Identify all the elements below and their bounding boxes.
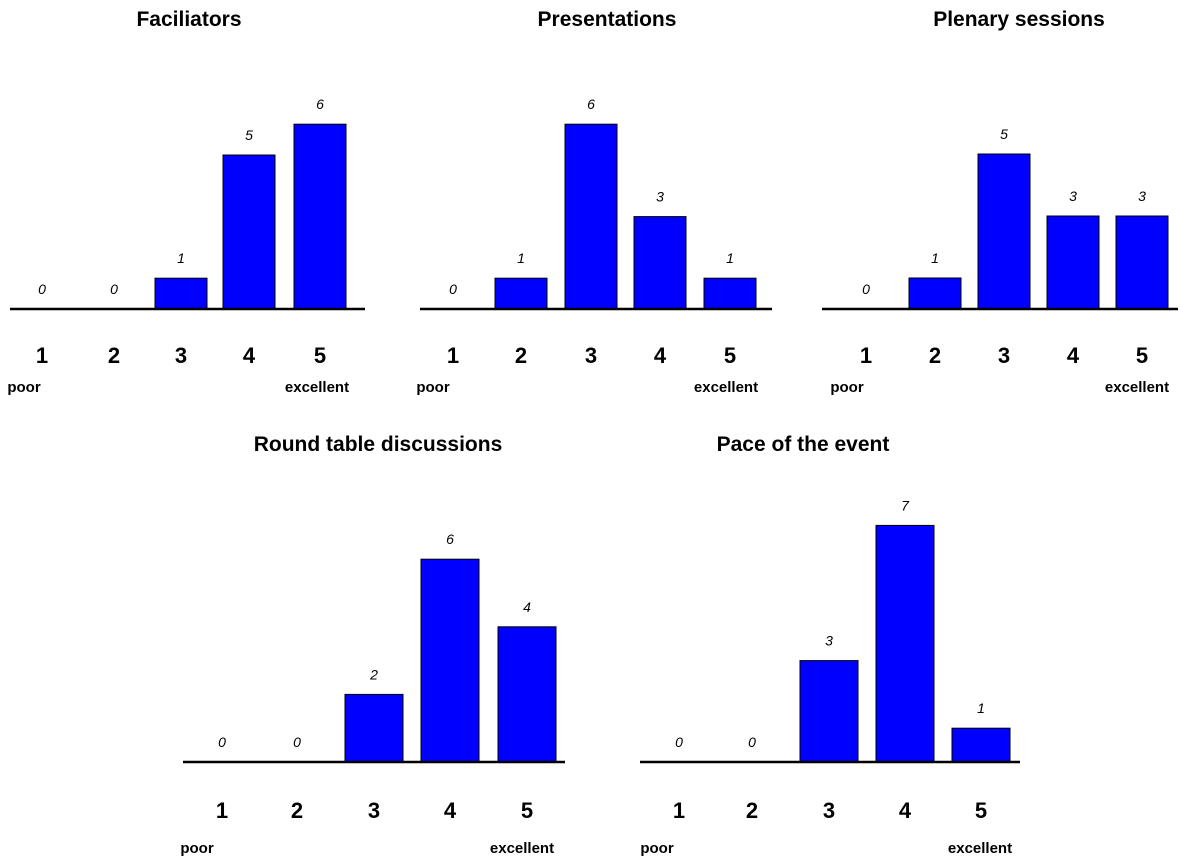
chart-1-value-label-2: 0 bbox=[110, 281, 118, 297]
chart-5-tick-label-3: 3 bbox=[823, 798, 835, 823]
chart-5-excellent-label: excellent bbox=[948, 840, 1012, 857]
chart-1-bar-4 bbox=[222, 154, 276, 310]
chart-1-value-label-3: 1 bbox=[177, 250, 185, 266]
chart-2-tick-label-2: 2 bbox=[515, 343, 527, 368]
chart-4-value-label-2: 0 bbox=[293, 734, 301, 750]
chart-2-tick-label-3: 3 bbox=[585, 343, 597, 368]
chart-2-value-label-5: 1 bbox=[726, 250, 734, 266]
chart-5-value-label-5: 1 bbox=[977, 700, 985, 716]
chart-4-bar-3 bbox=[344, 693, 404, 763]
chart-4-poor-label: poor bbox=[180, 840, 213, 857]
chart-3-value-label-2: 1 bbox=[931, 250, 939, 266]
chart-1-tick-label-3: 3 bbox=[175, 343, 187, 368]
chart-5-value-label-3: 3 bbox=[825, 633, 833, 649]
chart-4-bar-4 bbox=[420, 558, 480, 763]
chart-4-tick-label-4: 4 bbox=[444, 798, 457, 823]
chart-4-value-label-5: 4 bbox=[523, 599, 531, 615]
chart-2-tick-label-1: 1 bbox=[447, 343, 459, 368]
chart-2-bar-3 bbox=[564, 123, 618, 310]
chart-3-bar-5 bbox=[1115, 215, 1169, 310]
chart-3-value-label-3: 5 bbox=[1000, 126, 1008, 142]
chart-1-bar-5 bbox=[293, 123, 347, 310]
chart-5-tick-label-4: 4 bbox=[899, 798, 912, 823]
chart-3-excellent-label: excellent bbox=[1105, 379, 1169, 396]
chart-3-bar-2 bbox=[908, 277, 962, 310]
chart-5-title: Pace of the event bbox=[717, 433, 890, 456]
chart-5-tick-label-5: 5 bbox=[975, 798, 987, 823]
chart-5-bar-3 bbox=[799, 660, 859, 763]
chart-2-poor-label: poor bbox=[416, 379, 449, 396]
chart-1-title: Faciliators bbox=[136, 8, 241, 31]
chart-3-title: Plenary sessions bbox=[933, 8, 1105, 31]
chart-3-tick-label-1: 1 bbox=[860, 343, 872, 368]
chart-4-tick-label-2: 2 bbox=[291, 798, 303, 823]
chart-2-bar-4 bbox=[633, 216, 687, 310]
chart-1-tick-label-5: 5 bbox=[314, 343, 326, 368]
chart-1-tick-label-1: 1 bbox=[36, 343, 48, 368]
chart-2-value-label-2: 1 bbox=[517, 250, 525, 266]
chart-3-value-label-1: 0 bbox=[862, 281, 870, 297]
chart-1-excellent-label: excellent bbox=[285, 379, 349, 396]
chart-5-value-label-4: 7 bbox=[901, 497, 910, 513]
chart-3-value-label-4: 3 bbox=[1069, 188, 1077, 204]
chart-4-bar-5 bbox=[497, 626, 557, 763]
chart-3-bar-4 bbox=[1046, 215, 1100, 310]
chart-1-bar-3 bbox=[154, 277, 208, 310]
chart-3-tick-label-3: 3 bbox=[998, 343, 1010, 368]
chart-3-tick-label-5: 5 bbox=[1136, 343, 1148, 368]
chart-1-tick-label-4: 4 bbox=[243, 343, 256, 368]
chart-4-excellent-label: excellent bbox=[490, 840, 554, 857]
chart-2-bar-2 bbox=[494, 277, 548, 310]
chart-5-poor-label: poor bbox=[640, 840, 673, 857]
chart-2-value-label-1: 0 bbox=[449, 281, 457, 297]
chart-5-tick-label-1: 1 bbox=[673, 798, 685, 823]
chart-2-value-label-4: 3 bbox=[656, 189, 664, 205]
chart-3-value-label-5: 3 bbox=[1138, 188, 1146, 204]
chart-1-value-label-1: 0 bbox=[38, 281, 46, 297]
chart-3-bar-3 bbox=[977, 153, 1031, 310]
chart-5-bar-5 bbox=[951, 727, 1011, 763]
chart-2-tick-label-5: 5 bbox=[724, 343, 736, 368]
chart-2-excellent-label: excellent bbox=[694, 379, 758, 396]
chart-4-value-label-4: 6 bbox=[446, 531, 454, 547]
chart-2-tick-label-4: 4 bbox=[654, 343, 667, 368]
chart-3-tick-label-2: 2 bbox=[929, 343, 941, 368]
chart-4-tick-label-1: 1 bbox=[216, 798, 228, 823]
chart-3-tick-label-4: 4 bbox=[1067, 343, 1080, 368]
chart-1-tick-label-2: 2 bbox=[108, 343, 120, 368]
chart-4-title: Round table discussions bbox=[254, 433, 503, 456]
chart-4-tick-label-3: 3 bbox=[368, 798, 380, 823]
chart-5-tick-label-2: 2 bbox=[746, 798, 758, 823]
chart-3-poor-label: poor bbox=[830, 379, 863, 396]
chart-1-value-label-4: 5 bbox=[245, 127, 253, 143]
chart-5-value-label-2: 0 bbox=[748, 734, 756, 750]
chart-2-value-label-3: 6 bbox=[587, 96, 595, 112]
chart-2-title: Presentations bbox=[538, 8, 677, 31]
chart-5-bar-4 bbox=[875, 524, 935, 763]
chart-5-value-label-1: 0 bbox=[675, 734, 683, 750]
chart-1-poor-label: poor bbox=[7, 379, 40, 396]
chart-4-tick-label-5: 5 bbox=[521, 798, 533, 823]
chart-1-value-label-5: 6 bbox=[316, 96, 324, 112]
chart-4-value-label-3: 2 bbox=[369, 666, 378, 682]
chart-2-bar-5 bbox=[703, 277, 757, 310]
chart-4-value-label-1: 0 bbox=[218, 734, 226, 750]
